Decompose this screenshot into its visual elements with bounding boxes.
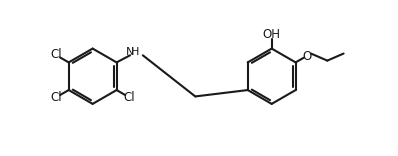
Text: OH: OH [263, 28, 281, 41]
Text: H: H [131, 47, 139, 57]
Text: N: N [125, 47, 134, 57]
Text: O: O [302, 49, 311, 63]
Text: Cl: Cl [50, 91, 62, 104]
Text: Cl: Cl [124, 91, 135, 104]
Text: Cl: Cl [50, 49, 62, 61]
